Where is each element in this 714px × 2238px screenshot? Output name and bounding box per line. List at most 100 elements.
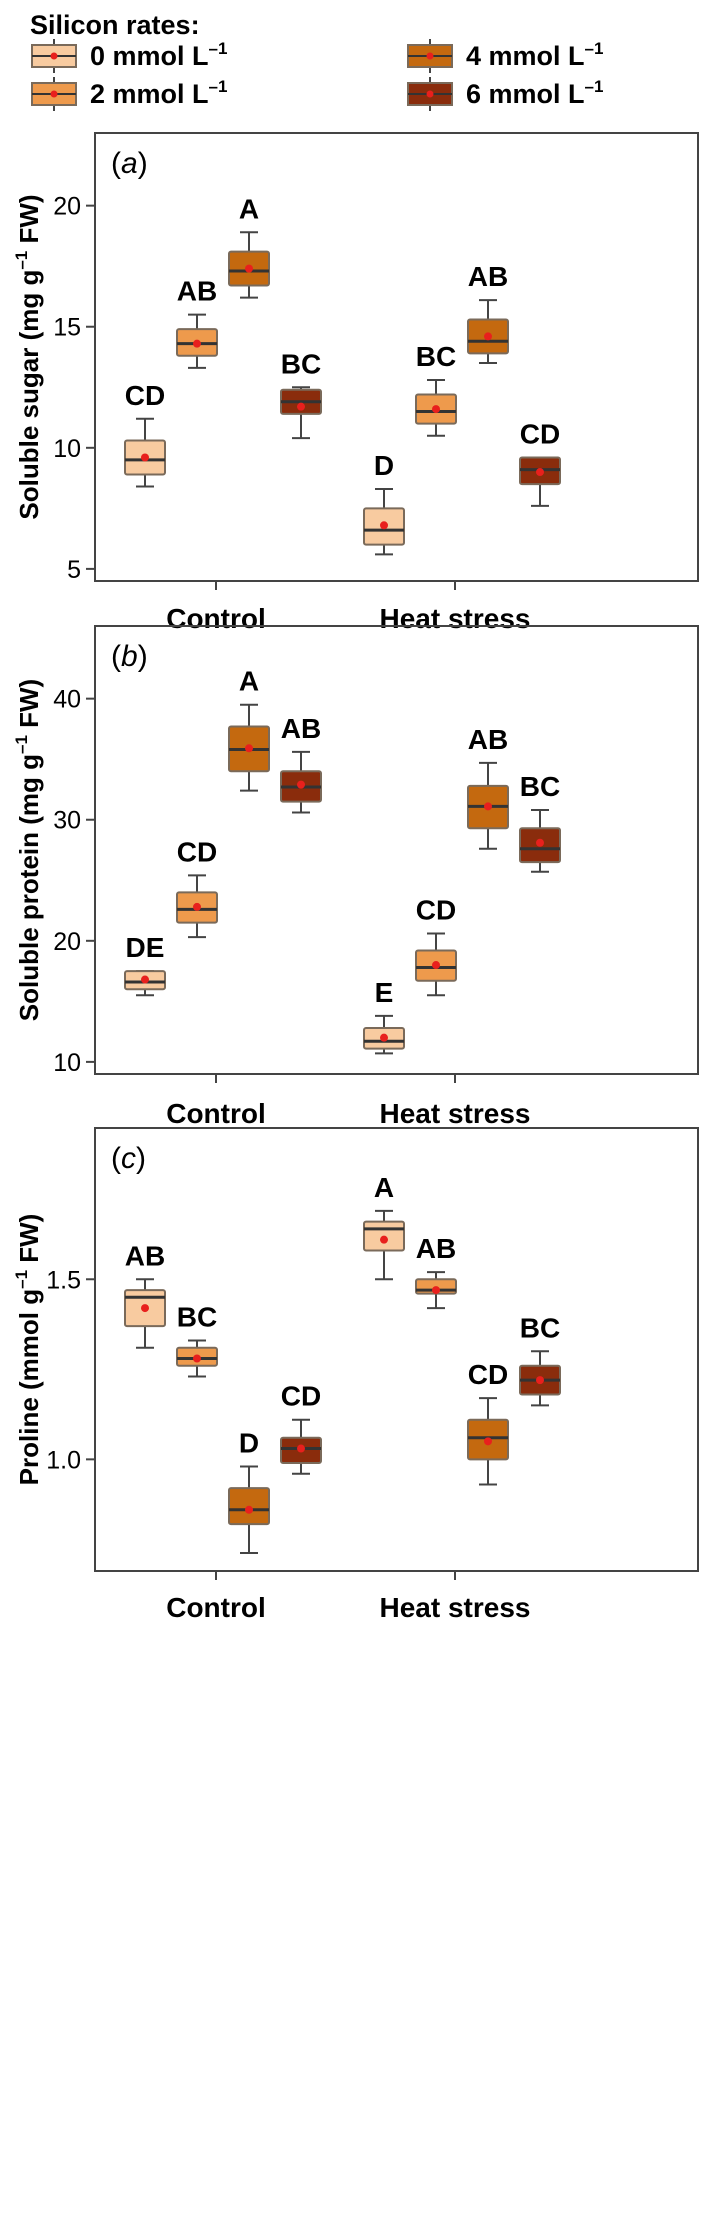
y-tick-label: 15 bbox=[53, 314, 81, 342]
x-group-label: Control bbox=[166, 1098, 266, 1129]
box-2-heat-stress: CD bbox=[467, 1359, 509, 1486]
significance-letter: AB bbox=[177, 276, 217, 307]
mean-marker bbox=[536, 468, 544, 477]
mean-marker bbox=[297, 780, 305, 789]
mean-marker bbox=[141, 453, 149, 462]
mean-marker bbox=[432, 961, 440, 970]
y-axis-title-part: –1 bbox=[12, 251, 31, 270]
y-tick-label: 10 bbox=[53, 1049, 81, 1077]
significance-letter: BC bbox=[520, 771, 560, 802]
significance-letter: A bbox=[239, 193, 259, 224]
significance-letter: AB bbox=[468, 724, 508, 755]
significance-letter: AB bbox=[416, 1233, 456, 1264]
significance-letter: E bbox=[375, 977, 394, 1008]
legend-label-superscript: –1 bbox=[585, 39, 604, 58]
mean-marker bbox=[297, 1444, 305, 1453]
significance-letter: A bbox=[374, 1172, 394, 1203]
y-axis-title-part: Proline (mmol g bbox=[14, 1289, 44, 1485]
panel-tag-part: ( bbox=[111, 1142, 121, 1175]
significance-letter: BC bbox=[281, 348, 321, 379]
legend-item: 2 mmol L–1 bbox=[31, 77, 228, 111]
box-1-control: BC bbox=[176, 1301, 218, 1378]
mean-marker bbox=[380, 521, 388, 530]
mean-marker bbox=[245, 264, 253, 273]
panel-soluble-sugar: (a) 5 10 15 20 Soluble sugar (mg g–1 FW) Contr… bbox=[12, 132, 699, 634]
mean-marker bbox=[245, 744, 253, 753]
box-3-heat-stress: BC bbox=[519, 1312, 561, 1407]
box-0-control: DE bbox=[124, 932, 166, 997]
box-3-heat-stress: BC bbox=[519, 771, 561, 873]
x-group-label: Heat stress bbox=[380, 1098, 531, 1129]
box-3-heat-stress: CD bbox=[519, 418, 561, 507]
box-1-heat-stress: AB bbox=[415, 1233, 457, 1310]
y-tick-label: 10 bbox=[53, 435, 81, 463]
plot-frame bbox=[94, 625, 699, 1075]
mean-marker bbox=[193, 1354, 201, 1363]
legend-title: Silicon rates: bbox=[30, 10, 200, 40]
significance-letter: CD bbox=[177, 836, 217, 867]
significance-letter: CD bbox=[416, 895, 456, 926]
box-2-heat-stress: AB bbox=[467, 261, 509, 365]
x-group-label: Control bbox=[166, 1592, 266, 1623]
x-group-label: Heat stress bbox=[380, 603, 531, 634]
panel-tag-part: a bbox=[121, 147, 138, 180]
box-0-heat-stress: D bbox=[363, 450, 405, 556]
y-tick-label: 5 bbox=[67, 556, 81, 584]
panel-tag-part: ) bbox=[136, 1142, 146, 1175]
panel-tag-part: b bbox=[121, 640, 138, 673]
mean-marker bbox=[484, 802, 492, 811]
panel-tag: (a) bbox=[111, 147, 148, 180]
significance-letter: CD bbox=[281, 1381, 321, 1412]
y-tick-label: 20 bbox=[53, 193, 81, 221]
mean-marker bbox=[380, 1033, 388, 1042]
legend-item: 4 mmol L–1 bbox=[407, 39, 604, 73]
y-tick-label: 1.5 bbox=[46, 1266, 81, 1294]
panel-soluble-protein: (b) 10 20 30 40 Soluble protein (mg g–1 FW) Co… bbox=[12, 625, 699, 1129]
y-tick-label: 20 bbox=[53, 928, 81, 956]
significance-letter: CD bbox=[125, 380, 165, 411]
legend-label: 6 mmol L–1 bbox=[466, 77, 603, 109]
box-0-heat-stress: A bbox=[363, 1172, 405, 1281]
legend-label-superscript: –1 bbox=[209, 39, 228, 58]
significance-letter: D bbox=[239, 1428, 259, 1459]
mean-marker bbox=[297, 402, 305, 411]
significance-letter: BC bbox=[520, 1312, 560, 1343]
mean-marker bbox=[536, 1376, 544, 1385]
mean-marker bbox=[432, 1286, 440, 1295]
mean-marker bbox=[484, 1437, 492, 1446]
x-group-label: Heat stress bbox=[380, 1592, 531, 1623]
panel-tag-part: ( bbox=[111, 147, 121, 180]
legend-key-mean bbox=[50, 90, 58, 98]
box-3-control: AB bbox=[280, 713, 322, 814]
y-axis-title-part: FW) bbox=[14, 194, 44, 250]
mean-marker bbox=[484, 332, 492, 341]
y-axis-title: Soluble sugar (mg g–1 FW) bbox=[12, 194, 44, 519]
significance-letter: D bbox=[374, 450, 394, 481]
legend-label-superscript: –1 bbox=[585, 77, 604, 96]
legend-item: 6 mmol L–1 bbox=[407, 77, 603, 111]
significance-letter: AB bbox=[468, 261, 508, 292]
y-axis-title: Soluble protein (mg g–1 FW) bbox=[12, 679, 44, 1021]
legend-label-superscript: –1 bbox=[209, 77, 228, 96]
panel-tag-part: ) bbox=[138, 147, 148, 180]
y-axis-title-part: FW) bbox=[14, 679, 44, 735]
box-1-heat-stress: CD bbox=[415, 895, 457, 997]
plot-frame bbox=[94, 132, 699, 582]
mean-marker bbox=[193, 902, 201, 911]
mean-marker bbox=[536, 838, 544, 847]
box-2-control: A bbox=[228, 666, 270, 792]
panel-tag-part: ( bbox=[111, 640, 121, 673]
mean-marker bbox=[380, 1235, 388, 1244]
y-axis-title-part: –1 bbox=[12, 735, 31, 754]
y-axis-title-part: FW) bbox=[14, 1214, 44, 1270]
significance-letter: CD bbox=[520, 418, 560, 449]
box-3-control: CD bbox=[280, 1381, 322, 1475]
box-3-control: BC bbox=[280, 348, 322, 440]
mean-marker bbox=[193, 339, 201, 348]
mean-marker bbox=[141, 1304, 149, 1313]
significance-letter: A bbox=[239, 666, 259, 697]
legend-key-mean bbox=[426, 90, 434, 98]
box-2-control: D bbox=[228, 1428, 270, 1554]
legend-key-mean bbox=[50, 52, 58, 60]
